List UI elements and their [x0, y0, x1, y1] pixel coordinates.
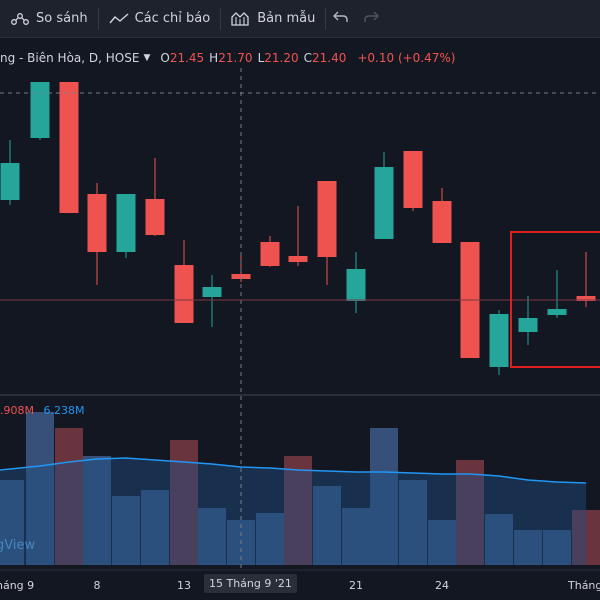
templates-button[interactable]: Bản mẫu: [221, 0, 325, 38]
candle-body: [174, 265, 194, 323]
volume-bar: [313, 486, 341, 565]
candle-body: [87, 194, 107, 252]
undo-icon: [333, 9, 349, 28]
volume-bar: [456, 460, 484, 565]
candle-body: [288, 256, 308, 262]
candle-body: [116, 194, 136, 252]
volume-layer: [0, 412, 600, 565]
volume-bar: [514, 530, 542, 565]
candle-body: [374, 167, 394, 239]
low-value: 21.20: [264, 51, 299, 65]
volume-bar: [112, 496, 140, 565]
low-key: L: [257, 51, 265, 65]
templates-icon: [231, 11, 251, 27]
volume-ma-line: [0, 457, 587, 484]
candle-body: [59, 82, 79, 213]
volume-bar: [428, 520, 456, 565]
open-value: 21.45: [169, 51, 205, 65]
volume-legend: .908M 6.238M: [0, 404, 84, 417]
candle-body: [346, 269, 366, 301]
indicators-icon: [109, 11, 129, 27]
price-legend: ng - Biên Hòa, D, HOSE ▼ O 21.45 H 21.70 L…: [0, 48, 456, 68]
candles-layer: [0, 82, 596, 375]
candle-body: [30, 82, 50, 138]
highlight-box: [510, 231, 600, 368]
candle-body: [432, 201, 452, 243]
candle-body: [0, 163, 20, 200]
volume-bar: [342, 508, 370, 565]
volume-ma-value: 6.238M: [43, 404, 85, 417]
volume-bar: [198, 508, 226, 565]
redo-icon: [363, 9, 380, 28]
indicators-label: Các chỉ báo: [134, 11, 211, 26]
candle-body: [317, 181, 337, 257]
candle-body: [518, 318, 538, 332]
volume-bar: [284, 456, 312, 565]
volume-ma-area: [0, 458, 586, 565]
volume-bar: [370, 428, 398, 565]
crosshair-date-label: 15 Tháng 9 '21: [204, 574, 297, 593]
open-key: O: [160, 51, 170, 65]
indicators-button[interactable]: Các chỉ báo: [99, 0, 221, 38]
compare-icon: [10, 11, 30, 27]
top-toolbar: So sánh Các chỉ báo Bản mẫu: [0, 0, 600, 38]
close-value: 21.40: [312, 51, 347, 65]
candle-body: [202, 287, 222, 297]
chevron-down-icon[interactable]: ▼: [143, 53, 151, 63]
volume-bar: [543, 530, 571, 565]
volume-bar: [485, 514, 513, 565]
candle-body: [547, 309, 567, 315]
compare-label: So sánh: [36, 11, 88, 26]
volume-bar: [256, 513, 284, 565]
candle-body: [576, 296, 596, 301]
symbol-title[interactable]: ng - Biên Hòa, D, HOSE: [0, 51, 140, 65]
close-key: C: [303, 51, 312, 65]
volume-bar: [55, 428, 83, 565]
volume-value: .908M: [0, 404, 34, 417]
change-value: +0.10 (+0.47%): [357, 51, 456, 65]
templates-label: Bản mẫu: [257, 11, 316, 26]
volume-bar: [26, 412, 54, 565]
volume-bar: [0, 480, 24, 565]
volume-bar: [572, 510, 600, 565]
candle-body: [403, 151, 423, 208]
candle-body: [489, 314, 509, 367]
toolbar-divider: [97, 7, 99, 30]
volume-bar: [141, 490, 169, 565]
redo-button[interactable]: [356, 0, 386, 38]
watermark-logo: gView: [0, 538, 36, 553]
volume-bar: [399, 480, 427, 565]
compare-button[interactable]: So sánh: [0, 0, 98, 38]
toolbar-divider: [325, 7, 327, 30]
toolbar-divider: [220, 7, 222, 30]
high-value: 21.70: [218, 51, 253, 65]
high-key: H: [209, 51, 219, 65]
candle-body: [145, 199, 165, 235]
volume-bar: [83, 456, 111, 565]
undo-button[interactable]: [326, 0, 356, 38]
candle-body: [260, 242, 280, 266]
